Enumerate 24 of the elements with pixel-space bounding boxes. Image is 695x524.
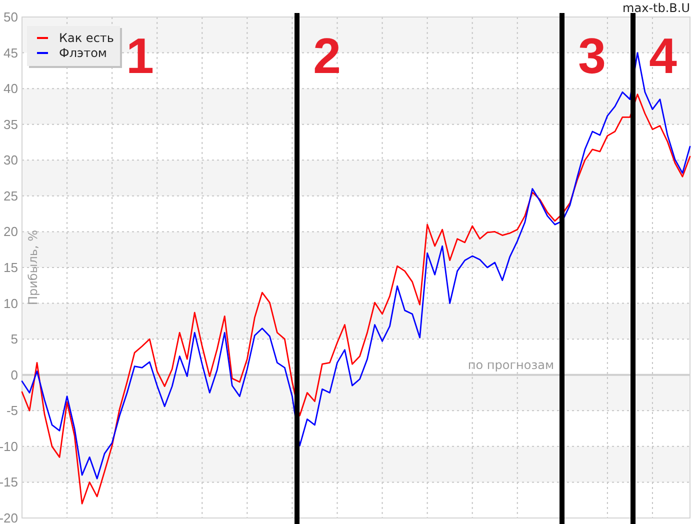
chart-title: max-tb.B.U: [622, 1, 690, 15]
y-tick-label: 50: [4, 10, 18, 24]
y-tick-label: -15: [0, 474, 18, 490]
y-tick-label: 0: [10, 367, 18, 382]
legend-label: Как есть: [59, 31, 114, 45]
y-tick-label: -5: [6, 403, 18, 418]
y-tick-label: 25: [4, 188, 18, 204]
y-tick-label: -10: [0, 438, 18, 454]
y-tick-label: 10: [4, 296, 18, 311]
y-tick-label: 45: [4, 45, 18, 60]
y-axis-title: Прибыль, %: [26, 230, 40, 306]
y-tick-label: -20: [0, 510, 18, 524]
annotation: 4: [649, 28, 678, 84]
y-tick-label: 20: [4, 224, 18, 240]
y-tick-label: 40: [4, 81, 18, 96]
y-tick-label: 30: [4, 152, 18, 168]
annotation: 2: [313, 28, 341, 84]
legend-label: Флэтом: [59, 46, 107, 60]
y-tick-label: 15: [4, 260, 18, 275]
x-axis-title: по прогнозам: [468, 358, 554, 372]
annotation: 3: [578, 28, 606, 84]
annotation: 1: [126, 28, 154, 84]
y-tick-label: 35: [4, 116, 18, 132]
y-tick-label: 5: [10, 332, 18, 347]
